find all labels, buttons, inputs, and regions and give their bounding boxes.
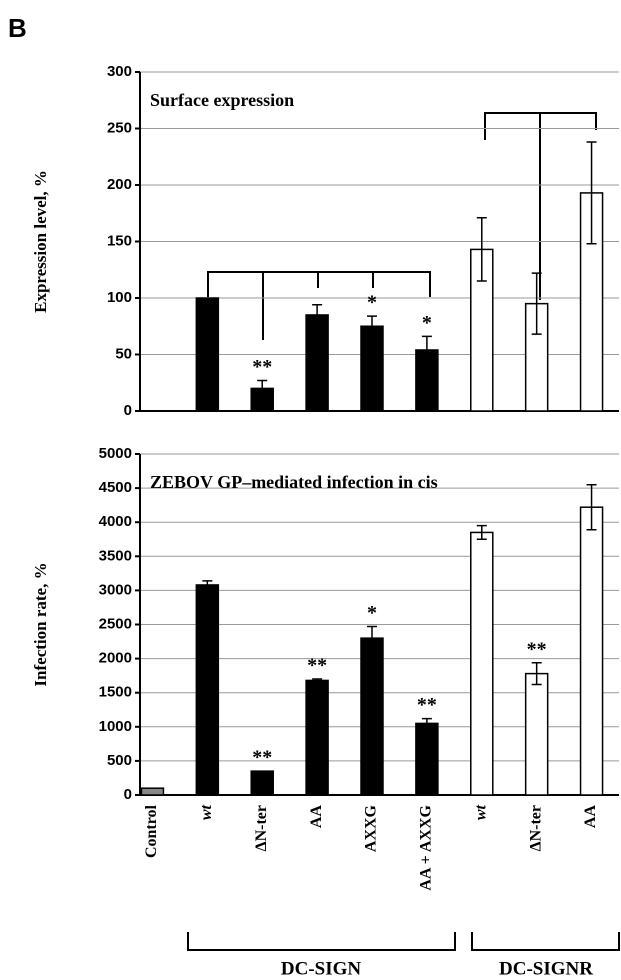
y-tick-label: 3000 — [99, 581, 132, 598]
error-bar — [312, 678, 323, 683]
y-tick-label: 0 — [124, 402, 132, 419]
bar — [250, 770, 274, 796]
y-tick-label: 200 — [107, 176, 132, 193]
error-bar — [312, 304, 323, 326]
y-tick-label: 250 — [107, 119, 132, 136]
error-bar — [367, 315, 377, 338]
y-tick-label: 4500 — [99, 479, 132, 496]
dc-signr-bracket — [471, 932, 620, 951]
y-tick-label: 4000 — [99, 513, 132, 530]
bar — [360, 325, 384, 412]
error-bar — [531, 661, 542, 686]
significance: ** — [527, 638, 547, 660]
group-brackets — [187, 112, 620, 951]
significance: ** — [252, 747, 272, 769]
significance: * — [367, 602, 377, 624]
y-tick-label: 5000 — [99, 445, 132, 462]
x-tick-label: wt — [472, 804, 489, 820]
error-bar — [421, 717, 432, 729]
bar — [524, 672, 549, 796]
top-bracket-a — [207, 271, 431, 340]
y-tick-label: 1500 — [99, 684, 132, 701]
bar — [195, 584, 220, 796]
error-bar — [202, 580, 213, 590]
y-tick-label: 500 — [107, 752, 132, 769]
error-bar — [586, 141, 597, 245]
error-bar — [531, 272, 542, 335]
x-tick-label: ΔN-ter — [253, 805, 270, 851]
significance: * — [367, 292, 377, 314]
x-tick-label: AXXG — [363, 804, 380, 852]
x-tick-label: wt — [198, 804, 215, 820]
y-tick-label: 150 — [107, 232, 132, 249]
bar — [305, 679, 329, 796]
significance: * — [422, 312, 432, 334]
error-bar — [257, 379, 268, 398]
chart-title: ZEBOV GP–mediated infection in cis — [150, 472, 438, 492]
y-tick-label: 2500 — [99, 615, 132, 632]
top-bracket-b — [484, 112, 597, 300]
y-tick-label: 2000 — [99, 650, 132, 667]
x-tick-label: AA + AXXG — [418, 804, 435, 890]
bar — [360, 637, 384, 796]
x-tick-label: AA — [582, 805, 599, 829]
bar — [140, 787, 165, 796]
group-label: DC-SIGNR — [499, 958, 593, 979]
x-tick-label: Control — [143, 804, 160, 858]
y-tick-label: 50 — [115, 345, 132, 362]
y-tick-label: 0 — [124, 786, 132, 803]
bar — [470, 531, 494, 796]
y-axis-label: Expression level, % — [31, 170, 50, 313]
error-bar — [476, 217, 487, 282]
bar — [195, 297, 220, 412]
x-tick-label: ΔN-ter — [527, 805, 544, 851]
y-tick-label: 100 — [107, 289, 132, 306]
group-label: DC-SIGN — [281, 958, 362, 979]
error-bar — [421, 335, 432, 365]
error-bar — [476, 524, 487, 540]
chart-title: Surface expression — [150, 90, 294, 110]
dc-sign-bracket — [187, 932, 456, 951]
panel-label: B — [8, 13, 27, 43]
significance: ** — [417, 694, 437, 716]
bar — [305, 314, 329, 412]
x-tick-label: AA — [308, 805, 325, 829]
y-tick-label: 3500 — [99, 547, 132, 564]
y-axis-label: Infection rate, % — [31, 562, 50, 686]
bar — [579, 506, 604, 796]
error-bar — [586, 483, 597, 531]
y-tick-label: 1000 — [99, 718, 132, 735]
bar — [415, 722, 439, 796]
y-tick-label: 300 — [107, 63, 132, 80]
significance: ** — [252, 356, 272, 378]
significance: ** — [307, 655, 327, 677]
error-bar — [367, 625, 377, 651]
